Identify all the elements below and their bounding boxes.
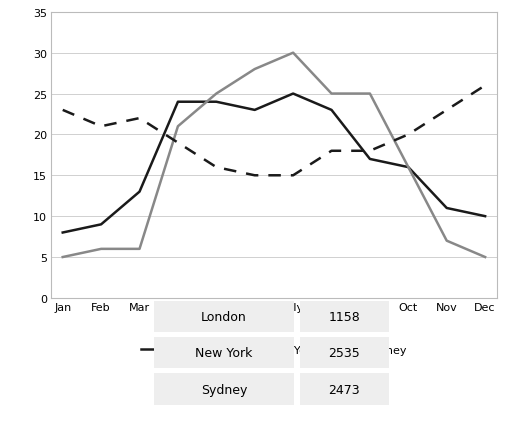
- Text: 1158: 1158: [328, 310, 360, 323]
- Text: London: London: [201, 310, 247, 323]
- Legend: London, New York, Sydney: London, New York, Sydney: [141, 345, 407, 355]
- Text: 2473: 2473: [329, 383, 360, 396]
- Text: Sydney: Sydney: [201, 383, 247, 396]
- Text: 2535: 2535: [328, 346, 360, 360]
- Text: New York: New York: [195, 346, 253, 360]
